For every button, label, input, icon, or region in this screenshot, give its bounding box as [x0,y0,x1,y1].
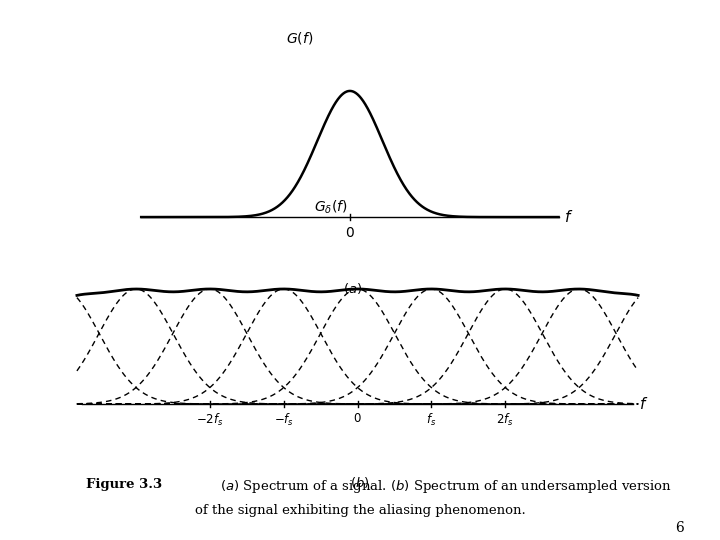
Text: $(b)$: $(b)$ [350,475,370,490]
Text: $0$: $0$ [345,226,355,240]
Text: $f$: $f$ [564,209,574,225]
Text: $f_s$: $f_s$ [426,412,436,428]
Text: $-f_s$: $-f_s$ [274,412,294,428]
Text: $f$: $f$ [639,396,649,412]
Text: $(a)$: $(a)$ [343,281,362,295]
Text: Figure 3.3: Figure 3.3 [86,478,163,491]
Text: $(a)$ Spectrum of a signal. $(b)$ Spectrum of an undersampled version: $(a)$ Spectrum of a signal. $(b)$ Spectr… [220,478,672,495]
Text: 6: 6 [675,521,684,535]
Text: $-2f_s$: $-2f_s$ [196,412,224,428]
Text: $G(f)$: $G(f)$ [286,30,313,45]
Text: $G_\delta(f)$: $G_\delta(f)$ [315,199,348,217]
Text: $2f_s$: $2f_s$ [496,412,514,428]
Text: of the signal exhibiting the aliasing phenomenon.: of the signal exhibiting the aliasing ph… [194,504,526,517]
Text: $0$: $0$ [354,412,362,425]
